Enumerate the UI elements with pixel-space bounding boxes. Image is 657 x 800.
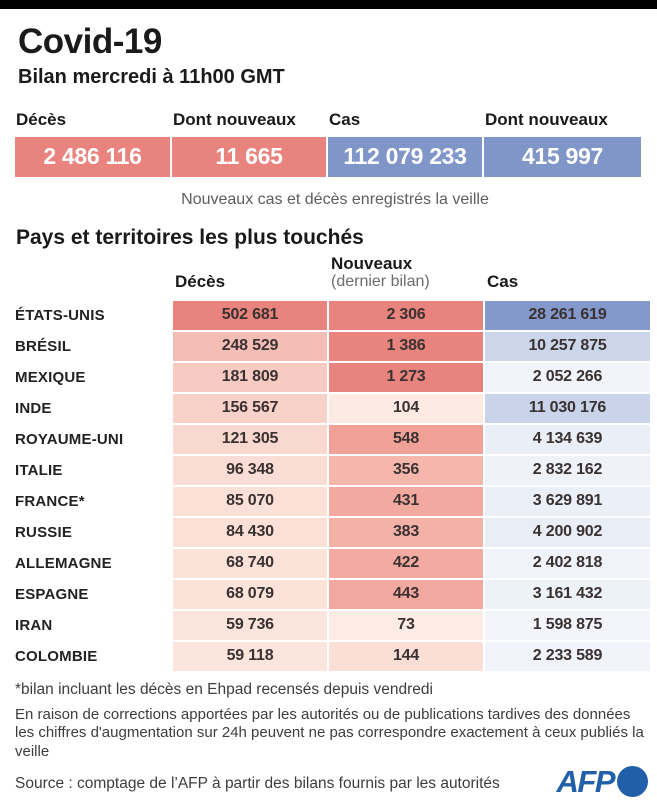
table-cell-new: 422 [329,548,483,578]
table-row-country: IRAN [15,616,53,634]
top-black-bar [0,0,657,9]
table-cell-new: 2 306 [329,300,483,330]
table-row-country: ÉTATS-UNIS [15,306,105,324]
table-cell-cases: 2 233 589 [485,641,650,671]
table-cell-new: 144 [329,641,483,671]
table-cell-deaths: 68 079 [173,579,327,609]
stat-box-nouveaux-deces: 11 665 [172,136,326,177]
footnote-corrections-line2: les chiffres d'augmentation sur 24h peuv… [15,724,644,761]
stat-box-deces: 2 486 116 [15,136,170,177]
infographic: Covid-19 Bilan mercredi à 11h00 GMT Décè… [0,22,657,800]
table-header-new: Nouveaux (dernier bilan) [329,254,483,292]
table-cell-deaths: 84 430 [173,517,327,547]
table-row-country: BRÉSIL [15,337,72,355]
table-row-country: INDE [15,399,52,417]
table-cell-deaths: 59 118 [173,641,327,671]
table-cell-deaths: 68 740 [173,548,327,578]
table-cell-deaths: 59 736 [173,610,327,640]
table-cell-cases: 2 402 818 [485,548,650,578]
table-cell-cases: 4 200 902 [485,517,650,547]
footnote-asterisk: *bilan incluant les décès en Ehpad recen… [15,680,433,698]
table-cell-cases: 11 030 176 [485,393,650,423]
table-row-country: FRANCE* [15,492,85,510]
table-header: Décès Nouveaux (dernier bilan) Cas [15,254,650,292]
table-cell-new: 356 [329,455,483,485]
table-header-new-sublabel: (dernier bilan) [331,273,430,291]
table-row-country: ROYAUME-UNI [15,430,124,448]
footnote-corrections: En raison de corrections apportées par l… [15,706,650,762]
table-cell-cases: 2 832 162 [485,455,650,485]
table-cell-cases: 1 598 875 [485,610,650,640]
table-header-cases: Cas [487,272,519,292]
stat-box-cas: 112 079 233 [328,136,482,177]
summary-label-deces: Décès [16,109,67,129]
summary-stat-boxes: 2 486 116 11 665 112 079 233 415 997 [15,136,650,177]
table-cell-deaths: 96 348 [173,455,327,485]
summary-label-dont-nouveaux-deces: Dont nouveaux [173,109,296,129]
table-row-country: ITALIE [15,461,63,479]
table-cell-cases: 10 257 875 [485,331,650,361]
afp-logo-circle-icon [617,766,648,798]
table-cell-deaths: 156 567 [173,393,327,423]
table-cell-deaths: 181 809 [173,362,327,392]
table-cell-new: 443 [329,579,483,609]
table-cell-cases: 3 161 432 [485,579,650,609]
table-cell-deaths: 502 681 [173,300,327,330]
page-subtitle: Bilan mercredi à 11h00 GMT [18,65,285,88]
table-cell-cases: 28 261 619 [485,300,650,330]
table-cell-new: 73 [329,610,483,640]
table-cell-new: 104 [329,393,483,423]
source-row: Source : comptage de l’AFP à partir des … [15,764,650,800]
summary-labels: Décès Dont nouveaux Cas Dont nouveaux [15,110,650,130]
table-row-country: RUSSIE [15,523,73,541]
page-title: Covid-19 [18,22,162,61]
table-cell-new: 1 386 [329,331,483,361]
table-row-country: ALLEMAGNE [15,554,112,572]
table-row-country: ESPAGNE [15,585,89,603]
footnote-corrections-line1: En raison de corrections apportées par l… [15,705,631,723]
summary-label-cas: Cas [329,109,361,129]
table-header-new-label: Nouveaux [331,253,413,273]
table-cell-deaths: 248 529 [173,331,327,361]
afp-logo: AFP [556,763,648,800]
table-row-country: MEXIQUE [15,368,86,386]
table-cell-deaths: 85 070 [173,486,327,516]
source-text: Source : comptage de l’AFP à partir des … [15,774,500,792]
summary-note: Nouveaux cas et décès enregistrés la vei… [181,190,489,208]
table-cell-new: 383 [329,517,483,547]
table-cell-deaths: 121 305 [173,424,327,454]
table-header-deaths: Décès [175,272,226,292]
country-table: ÉTATS-UNIS 502 681 2 306 28 261 619 BRÉS… [15,300,650,671]
stat-box-nouveaux-cas: 415 997 [484,136,641,177]
table-cell-cases: 3 629 891 [485,486,650,516]
table-cell-cases: 2 052 266 [485,362,650,392]
table-title: Pays et territoires les plus touchés [16,225,364,249]
table-row-country: COLOMBIE [15,647,98,665]
table-cell-new: 431 [329,486,483,516]
table-cell-cases: 4 134 639 [485,424,650,454]
summary-label-dont-nouveaux-cas: Dont nouveaux [485,109,608,129]
table-cell-new: 1 273 [329,362,483,392]
afp-logo-text: AFP [556,763,616,799]
table-cell-new: 548 [329,424,483,454]
